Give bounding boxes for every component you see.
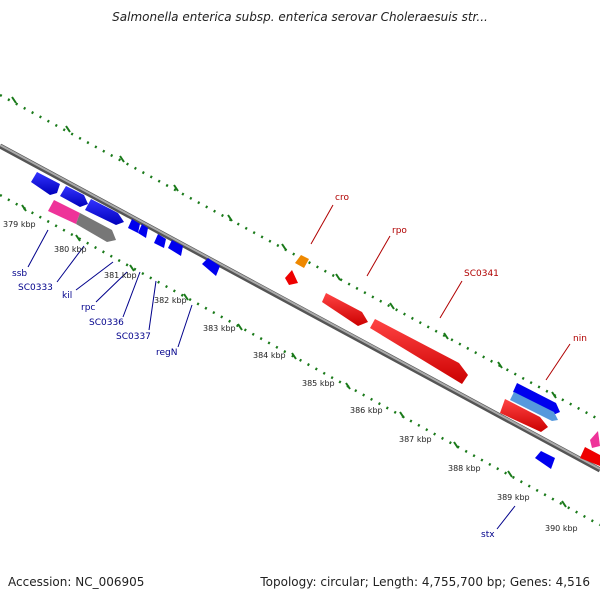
gene-red-edge[interactable] <box>580 447 600 466</box>
leader-ssb <box>27 229 49 268</box>
upper-major-ticks <box>11 96 557 399</box>
gene-nin-arrow-blue[interactable] <box>513 383 560 415</box>
gene-rpc[interactable] <box>128 219 140 233</box>
gene-label-kil[interactable]: kil <box>62 291 72 301</box>
gene-label-ssb[interactable]: ssb <box>12 269 27 279</box>
scale-label: 385 kbp <box>302 379 335 388</box>
leader-stx <box>496 505 516 530</box>
gene-label-cro[interactable]: cro <box>335 193 349 203</box>
gene-cro-block[interactable] <box>295 255 309 268</box>
accession-label: Accession: NC_006905 <box>8 575 145 589</box>
gene-kil[interactable] <box>85 199 124 225</box>
leader-kil <box>75 261 114 291</box>
scale-label: 390 kbp <box>545 524 578 533</box>
gene-small-red[interactable] <box>285 270 298 285</box>
lower-major-ticks <box>21 204 567 508</box>
gene-sc0333[interactable] <box>60 186 88 207</box>
leader-cro <box>310 204 334 245</box>
scale-label: 382 kbp <box>154 296 187 305</box>
gene-pink-edge[interactable] <box>590 431 600 448</box>
scale-label: 389 kbp <box>497 493 530 502</box>
leader-sc0341 <box>439 280 463 319</box>
scale-label: 379 kbp <box>3 220 36 229</box>
gene-label-stx[interactable]: stx <box>481 530 495 540</box>
gene-pink-block[interactable] <box>48 200 80 224</box>
gene-blue-mid[interactable] <box>202 258 220 276</box>
leader-rpo <box>366 235 391 277</box>
lower-tick-row <box>0 193 600 527</box>
leader-sc0336 <box>122 271 141 318</box>
scale-label: 383 kbp <box>203 324 236 333</box>
leader-sc0337 <box>148 280 157 331</box>
gene-red-lower[interactable] <box>500 399 548 432</box>
gene-label-sc0341[interactable]: SC0341 <box>464 269 499 279</box>
gene-label-rpc[interactable]: rpc <box>81 303 95 313</box>
gene-stx[interactable] <box>535 451 555 469</box>
gene-label-nin[interactable]: nin <box>573 334 587 344</box>
topology-label: Topology: circular; Length: 4,755,700 bp… <box>260 575 590 589</box>
gene-rpo-arrow[interactable] <box>322 293 368 326</box>
scale-label: 380 kbp <box>54 245 87 254</box>
scale-labels: 379 kbp 380 kbp 381 kbp 382 kbp 383 kbp … <box>3 220 578 533</box>
leader-nin <box>545 343 571 381</box>
gene-label-sc0333[interactable]: SC0333 <box>18 283 53 293</box>
gene-regN[interactable] <box>168 240 183 256</box>
gene-label-regN[interactable]: regN <box>156 348 178 358</box>
gene-sc0336[interactable] <box>138 224 148 238</box>
leader-rpc <box>95 271 128 303</box>
gene-sc0341-arrow[interactable] <box>370 319 468 384</box>
scale-label: 386 kbp <box>350 406 383 415</box>
gene-ssb[interactable] <box>31 172 60 195</box>
scale-label: 384 kbp <box>253 351 286 360</box>
gene-gray-block[interactable] <box>76 213 116 242</box>
scale-label: 388 kbp <box>448 464 481 473</box>
leader-sc0333 <box>56 245 85 283</box>
genome-title: Salmonella enterica subsp. enterica sero… <box>112 10 488 24</box>
gene-label-sc0337[interactable]: SC0337 <box>116 332 151 342</box>
gene-label-rpo[interactable]: rpo <box>392 226 407 236</box>
leader-regN <box>177 304 193 348</box>
gene-nin-arrow-light[interactable] <box>510 392 558 421</box>
scale-label: 387 kbp <box>399 435 432 444</box>
gene-sc0337[interactable] <box>154 234 166 248</box>
scale-label: 381 kbp <box>104 271 137 280</box>
gene-label-sc0336[interactable]: SC0336 <box>89 318 124 328</box>
